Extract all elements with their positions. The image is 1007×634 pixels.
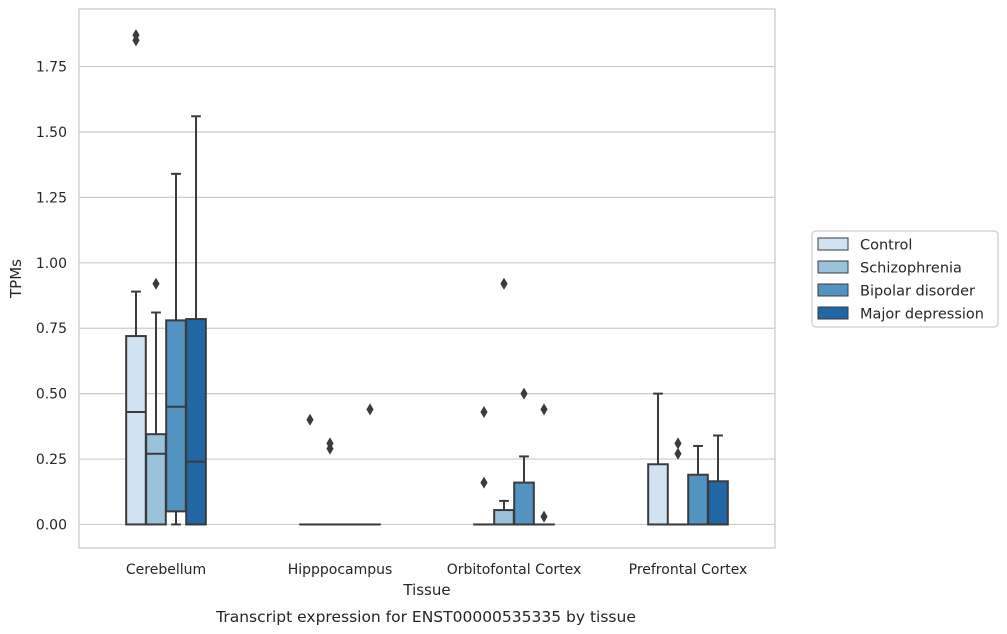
outlier-point — [480, 405, 488, 418]
outlier-point — [540, 510, 548, 523]
outlier-point — [500, 277, 508, 290]
box-bipolar-disorder — [687, 444, 709, 526]
outlier-point — [326, 437, 334, 450]
y-tick-label: 0.00 — [36, 517, 67, 533]
box-iqr — [145, 433, 167, 526]
x-tick-label: Orbitofontal Cortex — [447, 562, 582, 578]
box-iqr — [125, 335, 147, 526]
outlier-point — [306, 413, 314, 426]
outlier-point — [152, 277, 160, 290]
box-schizophrenia — [145, 277, 167, 526]
chart-caption: Transcript expression for ENST0000053533… — [215, 608, 636, 626]
y-tick-label: 1.50 — [36, 125, 67, 141]
outlier-point — [366, 403, 374, 416]
legend-label: Bipolar disorder — [860, 284, 975, 300]
box-iqr — [165, 319, 187, 513]
box-control — [647, 392, 669, 526]
box-iqr — [687, 473, 709, 526]
box-control — [125, 29, 147, 526]
box-bipolar-disorder — [513, 387, 535, 526]
legend-label: Schizophrenia — [860, 261, 962, 277]
box-iqr — [647, 463, 669, 526]
legend-frame — [811, 230, 999, 328]
y-tick-label: 1.00 — [36, 256, 67, 272]
y-axis-ticks: 0.00 0.25 0.50 0.75 1.00 1.25 1.50 1.75 — [36, 60, 67, 534]
legend-swatch — [817, 306, 849, 320]
box-schizophrenia — [319, 437, 341, 526]
box-series — [125, 29, 729, 526]
box-bipolar-disorder — [165, 172, 187, 526]
outlier-point — [132, 29, 140, 42]
y-tick-label: 0.75 — [36, 321, 67, 337]
y-tick-label: 1.25 — [36, 190, 67, 206]
y-tick-label: 0.25 — [36, 452, 67, 468]
legend-swatch — [817, 260, 849, 274]
legend-label: Major depression — [860, 307, 984, 323]
legend: Control Schizophrenia Bipolar disorder Majo… — [811, 230, 999, 328]
box-major-depression — [185, 115, 207, 526]
box-schizophrenia — [493, 277, 515, 526]
y-axis-label: TPMs — [7, 259, 25, 299]
legend-swatch — [817, 283, 849, 297]
box-iqr — [707, 480, 729, 526]
box-major-depression — [707, 434, 729, 526]
box-major-depression — [359, 403, 381, 526]
outlier-point — [674, 437, 682, 450]
box-control — [299, 413, 321, 526]
box-schizophrenia — [667, 437, 689, 526]
outlier-point — [520, 387, 528, 400]
y-tick-label: 1.75 — [36, 60, 67, 76]
legend-label: Control — [860, 238, 912, 254]
box-iqr — [185, 318, 207, 526]
y-tick-label: 0.50 — [36, 387, 67, 403]
legend-swatch — [817, 237, 849, 251]
outlier-point — [540, 403, 548, 416]
x-axis-label: Tissue — [402, 581, 450, 599]
box-iqr — [513, 481, 535, 526]
x-tick-label: Prefrontal Cortex — [629, 562, 748, 578]
x-tick-label: Hipppocampus — [288, 562, 393, 578]
outlier-point — [480, 476, 488, 489]
outlier-point — [674, 447, 682, 460]
x-tick-label: Cerebellum — [126, 562, 206, 578]
box-iqr — [493, 509, 515, 526]
box-control — [473, 405, 495, 526]
plot-frame — [78, 8, 776, 549]
box-major-depression — [533, 403, 555, 526]
x-axis-ticks: Cerebellum Hipppocampus Orbitofontal Corte… — [126, 562, 747, 578]
